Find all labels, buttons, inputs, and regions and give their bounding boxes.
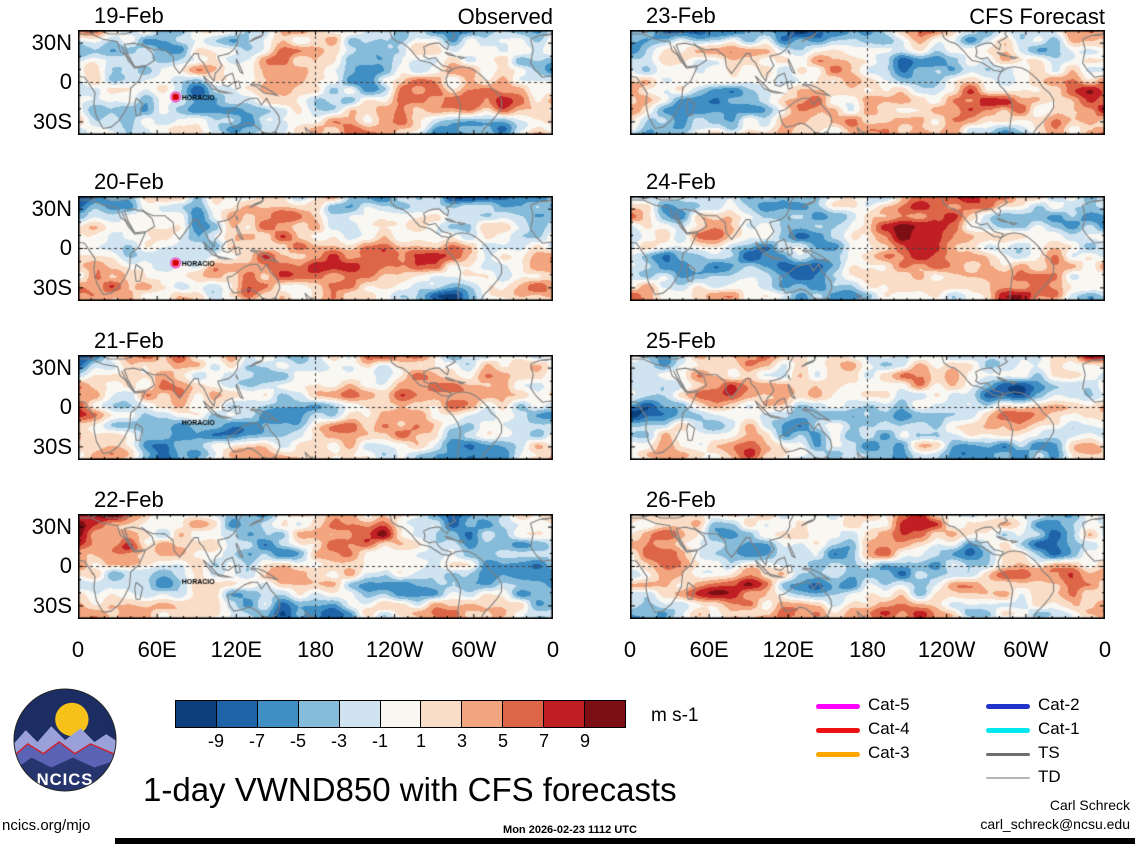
colorbar-units: m s-1: [651, 705, 699, 726]
credit-email: carl_schreck@ncsu.edu: [980, 816, 1130, 832]
colorbar-tick-label: 3: [456, 731, 467, 751]
y-axis-label: 0: [59, 553, 72, 578]
colorbar-segment: [176, 701, 216, 727]
colorbar-tick-label: -1: [371, 731, 388, 751]
column-header-observed: Observed: [457, 4, 553, 29]
y-axis-label: 30N: [31, 30, 72, 55]
map-canvas: [78, 30, 553, 135]
x-axis-label: 60W: [1003, 637, 1049, 662]
y-axis-label: 30N: [31, 355, 72, 380]
map-canvas: [630, 196, 1105, 301]
x-axis-label: 120W: [365, 637, 424, 662]
colorbar-segment: [502, 701, 544, 727]
colorbar-segment: [461, 701, 503, 727]
x-axis-label: 0: [1098, 637, 1112, 662]
legend-swatch: [986, 727, 1030, 733]
panel-date-label: 20-Feb: [94, 169, 164, 194]
logo-sun-icon: [55, 702, 89, 737]
colorbar-tick-label: -5: [289, 731, 306, 751]
bottom-bar: [115, 838, 1135, 844]
colorbar-segment: [584, 701, 625, 727]
x-axis-label: 180: [849, 637, 886, 662]
x-axis-label: 0: [546, 637, 560, 662]
timestamp: Mon 2026-02-23 1112 UTC: [503, 824, 637, 836]
legend-label: Cat-3: [868, 743, 910, 762]
legend-swatch: [986, 703, 1030, 709]
x-axis-label: 60E: [689, 637, 729, 662]
colorbar-tick-label: 5: [497, 731, 508, 751]
colorbar: [175, 700, 626, 728]
y-axis-label: 30S: [32, 275, 72, 300]
colorbar-tick-label: 7: [538, 731, 549, 751]
colorbar-segment: [543, 701, 585, 727]
x-axis-label: 120W: [917, 637, 976, 662]
panel-date-label: 21-Feb: [94, 328, 164, 353]
colorbar-tick-label: -9: [207, 731, 224, 751]
panel-date-label: 24-Feb: [646, 169, 716, 194]
y-axis-label: 0: [59, 394, 72, 419]
colorbar-segment: [215, 701, 257, 727]
y-axis-label: 30N: [31, 196, 72, 221]
panel-date-label: 19-Feb: [94, 3, 164, 28]
map-canvas: [78, 514, 553, 619]
legend-label: Cat-2: [1038, 695, 1080, 714]
legend-label: Cat-5: [868, 695, 910, 714]
colorbar-tick-label: -3: [330, 731, 347, 751]
map-canvas: [78, 196, 553, 301]
legend-label: Cat-4: [868, 719, 910, 738]
x-axis-label: 0: [71, 637, 85, 662]
colorbar-tick-label: -7: [248, 731, 265, 751]
colorbar-tick-label: 1: [415, 731, 426, 751]
credit-name: Carl Schreck: [1049, 797, 1130, 813]
x-axis-label: 120E: [210, 637, 263, 662]
figure-title: 1-day VWND850 with CFS forecasts: [143, 771, 677, 808]
colorbar-segment: [256, 701, 298, 727]
map-canvas: [78, 355, 553, 460]
legend-label: Cat-1: [1038, 719, 1080, 738]
colorbar-tick-label: 9: [579, 731, 590, 751]
legend-label: TS: [1038, 743, 1060, 762]
map-canvas: [630, 355, 1105, 460]
x-axis-label: 0: [623, 637, 637, 662]
logo-ring: [13, 688, 117, 792]
panel-date-label: 23-Feb: [646, 3, 716, 28]
legend-swatch: [816, 703, 860, 709]
x-axis-label: 60W: [451, 637, 497, 662]
x-axis-label: 60E: [137, 637, 177, 662]
legend-label: TD: [1038, 767, 1061, 786]
y-axis-label: 0: [59, 69, 72, 94]
panel-date-label: 22-Feb: [94, 487, 164, 512]
y-axis-label: 30S: [32, 109, 72, 134]
colorbar-segment: [338, 701, 380, 727]
x-axis-label: 180: [297, 637, 334, 662]
legend-swatch: [816, 727, 860, 733]
legend-swatch: [986, 752, 1030, 756]
colorbar-segment: [297, 701, 339, 727]
map-canvas: [630, 514, 1105, 619]
panel-date-label: 26-Feb: [646, 487, 716, 512]
colorbar-segment: [379, 701, 421, 727]
colorbar-segment: [420, 701, 462, 727]
x-axis-label: 120E: [762, 637, 815, 662]
map-canvas: [630, 30, 1105, 135]
y-axis-label: 30N: [31, 514, 72, 539]
logo-text: NCICS: [37, 770, 94, 789]
y-axis-label: 0: [59, 235, 72, 260]
site-text: ncics.org/mjo: [2, 817, 91, 834]
legend-swatch: [986, 777, 1030, 779]
y-axis-label: 30S: [32, 593, 72, 618]
panel-date-label: 25-Feb: [646, 328, 716, 353]
ncics-logo: NCICS: [13, 688, 117, 792]
column-header-forecast: CFS Forecast: [969, 4, 1105, 29]
legend-swatch: [816, 751, 860, 757]
y-axis-label: 30S: [32, 434, 72, 459]
